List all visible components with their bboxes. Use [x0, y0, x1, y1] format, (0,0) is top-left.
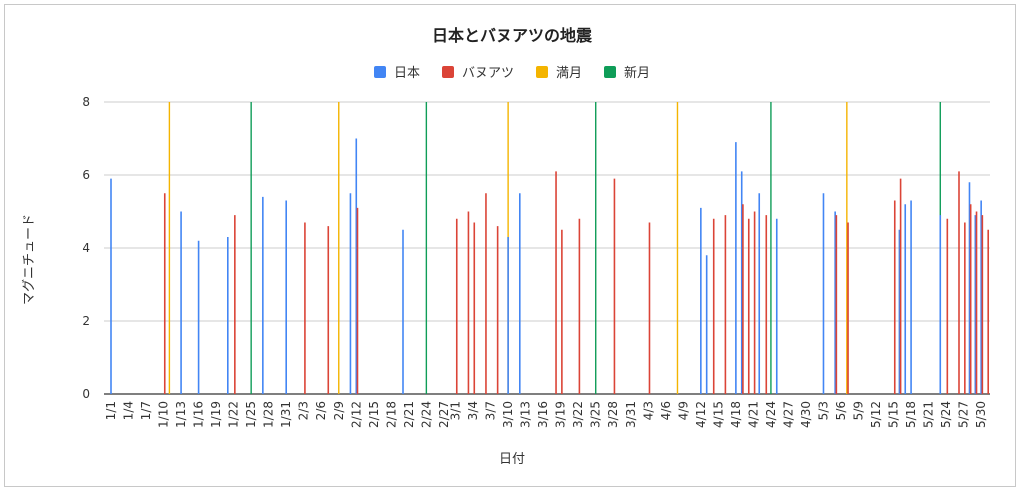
x-tick-label: 3/10 — [501, 401, 515, 428]
x-tick-label: 1/31 — [279, 401, 293, 428]
x-tick-label: 1/4 — [122, 401, 136, 420]
x-tick-label: 1/7 — [139, 401, 153, 420]
x-tick-label: 5/21 — [922, 401, 936, 428]
x-tick-label: 1/19 — [209, 401, 223, 428]
x-tick-label: 3/13 — [519, 401, 533, 428]
x-axis-title: 日付 — [498, 452, 525, 467]
y-tick-label: 8 — [82, 95, 90, 109]
x-tick-label: 4/6 — [659, 401, 673, 420]
legend-swatch-vanuatu — [441, 65, 454, 78]
x-tick-label: 4/12 — [694, 401, 708, 428]
x-tick-label: 5/27 — [957, 401, 971, 428]
legend-label-japan: 日本 — [393, 66, 420, 81]
legend: 日本 バヌアツ 満月 新月 — [0, 62, 1024, 81]
x-tick-label: 5/3 — [816, 401, 830, 420]
x-tick-label: 2/18 — [384, 401, 398, 428]
legend-swatch-full-moon — [536, 65, 548, 78]
legend-label-vanuatu: バヌアツ — [461, 66, 514, 81]
x-tick-label: 1/25 — [244, 401, 258, 428]
x-tick-label: 3/7 — [484, 401, 498, 420]
x-tick-label: 4/27 — [781, 401, 795, 428]
x-tick-label: 2/6 — [314, 401, 328, 420]
x-tick-label: 4/9 — [676, 401, 690, 420]
x-tick-label: 1/22 — [227, 401, 241, 428]
x-tick-label: 2/12 — [349, 401, 363, 428]
x-tick-label: 4/21 — [746, 401, 760, 428]
x-tick-label: 1/10 — [157, 401, 171, 428]
x-tick-label: 4/15 — [711, 401, 725, 428]
legend-label-full-moon: 満月 — [556, 66, 583, 81]
y-tick-label: 2 — [82, 314, 90, 328]
x-tick-label: 4/24 — [764, 401, 778, 428]
y-tick-label: 6 — [82, 168, 90, 182]
x-tick-label: 2/27 — [437, 401, 451, 428]
legend-item-full-moon: 満月 — [536, 62, 582, 81]
x-tick-label: 2/21 — [402, 401, 416, 428]
x-tick-label: 5/9 — [852, 401, 866, 420]
x-tick-label: 3/4 — [466, 401, 480, 420]
legend-item-new-moon: 新月 — [604, 62, 650, 81]
y-axis-title: マグニチュード — [22, 213, 37, 305]
x-tick-label: 3/1 — [449, 401, 463, 420]
x-tick-label: 5/18 — [904, 401, 918, 428]
y-tick-label: 0 — [82, 387, 90, 401]
legend-swatch-japan — [373, 65, 386, 78]
x-tick-label: 5/24 — [939, 401, 953, 428]
legend-swatch-new-moon — [604, 65, 617, 78]
x-tick-label: 3/28 — [606, 401, 620, 428]
x-tick-label: 2/3 — [297, 401, 311, 420]
x-tick-label: 3/22 — [571, 401, 585, 428]
x-tick-label: 5/6 — [834, 401, 848, 420]
x-tick-label: 3/31 — [624, 401, 638, 428]
legend-label-new-moon: 新月 — [624, 66, 651, 81]
x-tick-label: 1/16 — [192, 401, 206, 428]
y-tick-label: 4 — [82, 241, 90, 255]
x-tick-label: 3/19 — [554, 401, 568, 428]
x-tick-label: 2/15 — [367, 401, 381, 428]
x-tick-label: 4/3 — [641, 401, 655, 420]
x-tick-label: 4/18 — [729, 401, 743, 428]
x-tick-label: 5/15 — [887, 401, 901, 428]
x-tick-label: 2/24 — [419, 401, 433, 428]
x-tick-label: 1/1 — [104, 401, 118, 420]
x-tick-label: 3/16 — [536, 401, 550, 428]
x-tick-label: 1/13 — [174, 401, 188, 428]
x-tick-label: 2/9 — [332, 401, 346, 420]
chart-title: 日本とバヌアツの地震 — [431, 26, 592, 45]
x-tick-label: 5/12 — [869, 401, 883, 428]
legend-item-japan: 日本 — [373, 62, 420, 81]
x-tick-label: 5/30 — [974, 401, 988, 428]
x-tick-label: 4/30 — [799, 401, 813, 428]
x-tick-label: 1/28 — [262, 401, 276, 428]
legend-item-vanuatu: バヌアツ — [441, 62, 514, 81]
x-tick-label: 3/25 — [589, 401, 603, 428]
